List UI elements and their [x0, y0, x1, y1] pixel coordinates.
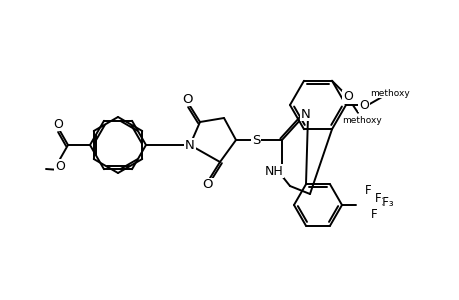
Text: NH: NH — [264, 164, 283, 178]
Text: O: O — [53, 118, 63, 130]
Text: O: O — [182, 92, 193, 106]
Text: methoxy: methoxy — [369, 88, 409, 98]
Text: O: O — [342, 90, 352, 103]
Text: O: O — [358, 98, 368, 112]
Text: F: F — [370, 208, 376, 221]
Text: F: F — [364, 184, 370, 197]
Text: CF₃: CF₃ — [373, 196, 393, 209]
Text: O: O — [202, 178, 213, 191]
Text: F: F — [374, 193, 381, 206]
Text: methoxy: methoxy — [341, 116, 381, 125]
Text: N: N — [301, 107, 310, 121]
Text: S: S — [251, 134, 260, 146]
Text: N: N — [185, 139, 195, 152]
Text: O: O — [55, 160, 65, 172]
